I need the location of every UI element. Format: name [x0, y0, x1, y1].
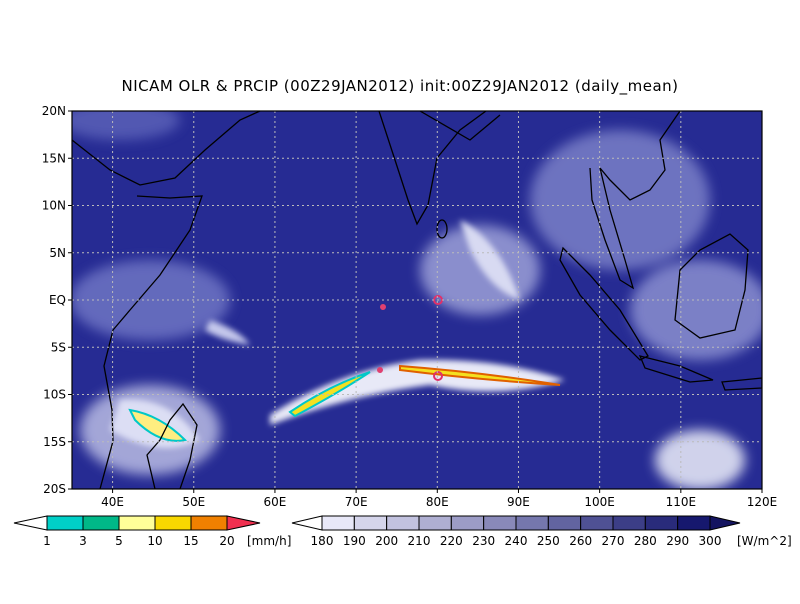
title: NICAM OLR & PRCIP (00Z29JAN2012) init:00… [121, 77, 678, 96]
colorbar-label: 250 [537, 534, 560, 548]
colorbar-label: 15 [183, 534, 198, 548]
colorbar-label: 270 [602, 534, 625, 548]
lat-label: 10S [43, 388, 66, 402]
colorbar-box [547, 515, 582, 531]
lat-label: 5N [49, 246, 66, 260]
colorbar-label: 5 [115, 534, 123, 548]
colorbar-box [677, 515, 711, 531]
lat-label: 15N [42, 151, 66, 165]
colorbar-label: 3 [79, 534, 87, 548]
colorbar-box [612, 515, 646, 531]
lon-label: 100E [584, 495, 615, 509]
lon-label: 40E [101, 495, 124, 509]
colorbar-box [321, 515, 355, 531]
lon-label: 110E [666, 495, 697, 509]
lon-label: 90E [507, 495, 530, 509]
colorbar-label: 200 [375, 534, 398, 548]
lat-label: EQ [49, 293, 66, 307]
colorbar-box [515, 515, 549, 531]
colorbar-label: 190 [343, 534, 366, 548]
lat-label: 10N [42, 199, 66, 213]
colorbar-label: 210 [408, 534, 431, 548]
colorbar-box [46, 515, 84, 531]
colorbar-under [291, 515, 323, 531]
colorbar-under [13, 515, 48, 531]
colorbar-label: 180 [311, 534, 334, 548]
lat-label: 15S [43, 435, 66, 449]
lat-label: 5S [51, 340, 66, 354]
colorbar-box [154, 515, 192, 531]
grid [72, 111, 762, 489]
colorbar-box [418, 515, 452, 531]
colorbar-box [386, 515, 420, 531]
lat-label: 20S [43, 482, 66, 496]
lon-label: 120E [747, 495, 778, 509]
colorbar-over [709, 515, 741, 531]
colorbar-box [82, 515, 120, 531]
lat-label: 20N [42, 104, 66, 118]
colorbar-box [190, 515, 228, 531]
colorbar-label: 20 [219, 534, 234, 548]
precip-patches [128, 295, 561, 442]
colorbar-label: 10 [147, 534, 162, 548]
colorbar-label: 230 [472, 534, 495, 548]
lon-label: 60E [264, 495, 287, 509]
colorbar-box [353, 515, 388, 531]
colorbar-label: 300 [699, 534, 722, 548]
coastlines [72, 111, 762, 489]
lon-label: 50E [182, 495, 205, 509]
colorbar-box [483, 515, 517, 531]
colorbar-label: 260 [569, 534, 592, 548]
axes: 20N 15N 10N 5N EQ 5S 10S 15S 20S 40E 50E 60E 70E 80E 9… [42, 104, 778, 509]
map-field [72, 111, 762, 489]
colorbar-label: 1 [43, 534, 51, 548]
colorbar-box [450, 515, 485, 531]
colorbar-label: 220 [440, 534, 463, 548]
colorbar-label: 280 [634, 534, 657, 548]
colorbar-over [226, 515, 261, 531]
colorbar-unit: [mm/h] [247, 534, 291, 548]
colorbar-label: 240 [505, 534, 528, 548]
colorbars: 1 3 5 10 15 20 [mm/h] 180 190 200 210 220 230 240 250 2… [13, 515, 792, 548]
colorbar-label: 290 [666, 534, 689, 548]
lon-label: 80E [426, 495, 449, 509]
colorbar-unit: [W/m^2] [737, 534, 792, 548]
lon-label: 70E [345, 495, 368, 509]
colorbar-box [118, 515, 156, 531]
colorbar-box [644, 515, 679, 531]
colorbar-box [580, 515, 614, 531]
